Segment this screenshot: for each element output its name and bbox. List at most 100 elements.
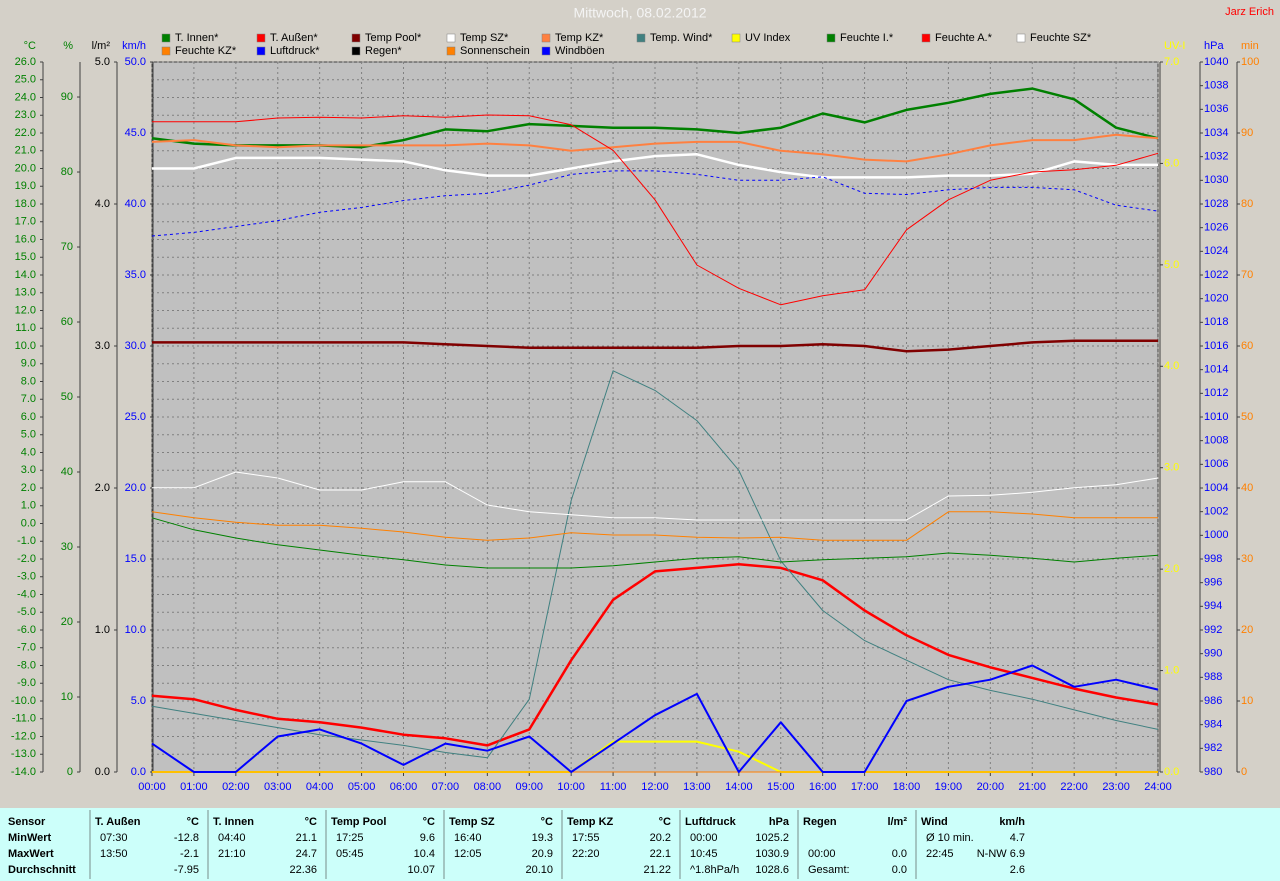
x-tick-label: 00:00 (138, 781, 166, 793)
legend-label: Temp SZ* (460, 32, 509, 44)
x-tick-label: 03:00 (264, 781, 292, 793)
y-tick-label: 1.0 (21, 500, 36, 512)
y-tick-label: 15.0 (125, 553, 146, 565)
x-tick-label: 16:00 (809, 781, 837, 793)
y-tick-label: 1024 (1204, 245, 1228, 257)
y-tick-label: 0 (67, 766, 73, 778)
author: Jarz Erich (1225, 6, 1274, 18)
y-tick-label: 1028 (1204, 198, 1228, 210)
axis-title: % (63, 40, 73, 52)
table-cell: 22:45 (926, 848, 954, 860)
column-unit: °C (659, 816, 671, 828)
legend-swatch (351, 33, 361, 43)
table-cell: -12.8 (174, 832, 199, 844)
table-cell: 1025.2 (755, 832, 789, 844)
legend-swatch (1016, 33, 1026, 43)
y-tick-label: 1036 (1204, 103, 1228, 115)
x-tick-label: 15:00 (767, 781, 795, 793)
table-cell: 21.22 (643, 864, 671, 876)
y-tick-label: 1006 (1204, 458, 1228, 470)
y-tick-label: 988 (1204, 671, 1222, 683)
column-unit: °C (423, 816, 435, 828)
x-tick-label: 17:00 (851, 781, 879, 793)
series-line (152, 339, 1158, 353)
legend-label: Feuchte A.* (935, 32, 993, 44)
column-header: Temp KZ (567, 816, 614, 828)
y-tick-label: 1014 (1204, 364, 1228, 376)
y-tick-label: 1034 (1204, 127, 1228, 139)
y-tick-label: -3.0 (17, 571, 36, 583)
y-tick-label: -14.0 (11, 766, 36, 778)
y-tick-label: 26.0 (15, 56, 36, 68)
y-tick-label: 1004 (1204, 482, 1228, 494)
legend-swatch (446, 46, 456, 56)
axis-title: hPa (1204, 40, 1224, 52)
chart-title: Mittwoch, 08.02.2012 (573, 5, 706, 21)
table-cell: 20.2 (650, 832, 671, 844)
y-tick-label: 50 (1241, 411, 1253, 423)
column-header: Wind (921, 816, 948, 828)
y-tick-label: 40 (61, 466, 73, 478)
legend-label: Sonnenschein (460, 45, 530, 57)
y-tick-label: 5.0 (95, 56, 110, 68)
y-tick-label: 1040 (1204, 56, 1228, 68)
y-tick-label: 50 (61, 391, 73, 403)
y-tick-label: 20 (61, 616, 73, 628)
column-unit: °C (305, 816, 317, 828)
y-tick-label: -5.0 (17, 606, 36, 618)
table-cell: 00:00 (690, 832, 718, 844)
table-cell: -7.95 (174, 864, 199, 876)
y-tick-label: 986 (1204, 695, 1222, 707)
y-tick-label: 4.0 (21, 446, 36, 458)
y-tick-label: 70 (1241, 269, 1253, 281)
y-tick-label: -4.0 (17, 588, 36, 600)
y-tick-label: 3.0 (1164, 462, 1179, 474)
legend-swatch (161, 33, 171, 43)
y-tick-label: 3.0 (95, 340, 110, 352)
y-tick-label: 14.0 (15, 269, 36, 281)
y-tick-label: 996 (1204, 577, 1222, 589)
column-header: T. Innen (213, 816, 254, 828)
x-tick-label: 04:00 (306, 781, 334, 793)
table-cell: 22.36 (289, 864, 317, 876)
legend-swatch (921, 33, 931, 43)
y-tick-label: 10 (61, 691, 73, 703)
y-tick-label: 984 (1204, 719, 1222, 731)
y-tick-label: 19.0 (15, 180, 36, 192)
series-line (152, 471, 1159, 521)
table-cell: 05:45 (336, 848, 364, 860)
y-tick-label: 9.0 (21, 358, 36, 370)
y-tick-label: 998 (1204, 553, 1222, 565)
y-tick-label: 24.0 (15, 91, 36, 103)
y-tick-label: 980 (1204, 766, 1222, 778)
x-tick-label: 01:00 (180, 781, 208, 793)
y-tick-label: 90 (1241, 127, 1253, 139)
x-tick-label: 19:00 (935, 781, 963, 793)
y-tick-label: 2.0 (1164, 563, 1179, 575)
y-tick-label: 2.0 (95, 482, 110, 494)
table-cell: 20.10 (525, 864, 553, 876)
series-line (151, 517, 1159, 569)
legend-label: Temp. Wind* (650, 32, 713, 44)
table-cell: 21.1 (296, 832, 317, 844)
x-tick-label: 02:00 (222, 781, 250, 793)
table-cell: 0.0 (892, 864, 907, 876)
y-tick-label: 90 (61, 91, 73, 103)
x-tick-label: 24:00 (1144, 781, 1172, 793)
y-tick-label: 994 (1204, 600, 1222, 612)
table-cell: 22.1 (650, 848, 671, 860)
column-unit: km/h (999, 816, 1025, 828)
y-tick-label: 1030 (1204, 174, 1228, 186)
x-tick-label: 10:00 (557, 781, 585, 793)
y-tick-label: 0 (1241, 766, 1247, 778)
y-tick-label: 1018 (1204, 316, 1228, 328)
y-tick-label: 1032 (1204, 151, 1228, 163)
table-cell: 9.6 (420, 832, 435, 844)
y-tick-label: 0.0 (21, 517, 36, 529)
y-tick-label: 80 (61, 166, 73, 178)
legend-swatch (446, 33, 456, 43)
table-cell: 2.6 (1010, 864, 1025, 876)
axis-title: km/h (122, 40, 146, 52)
row-label: MinWert (8, 832, 52, 844)
